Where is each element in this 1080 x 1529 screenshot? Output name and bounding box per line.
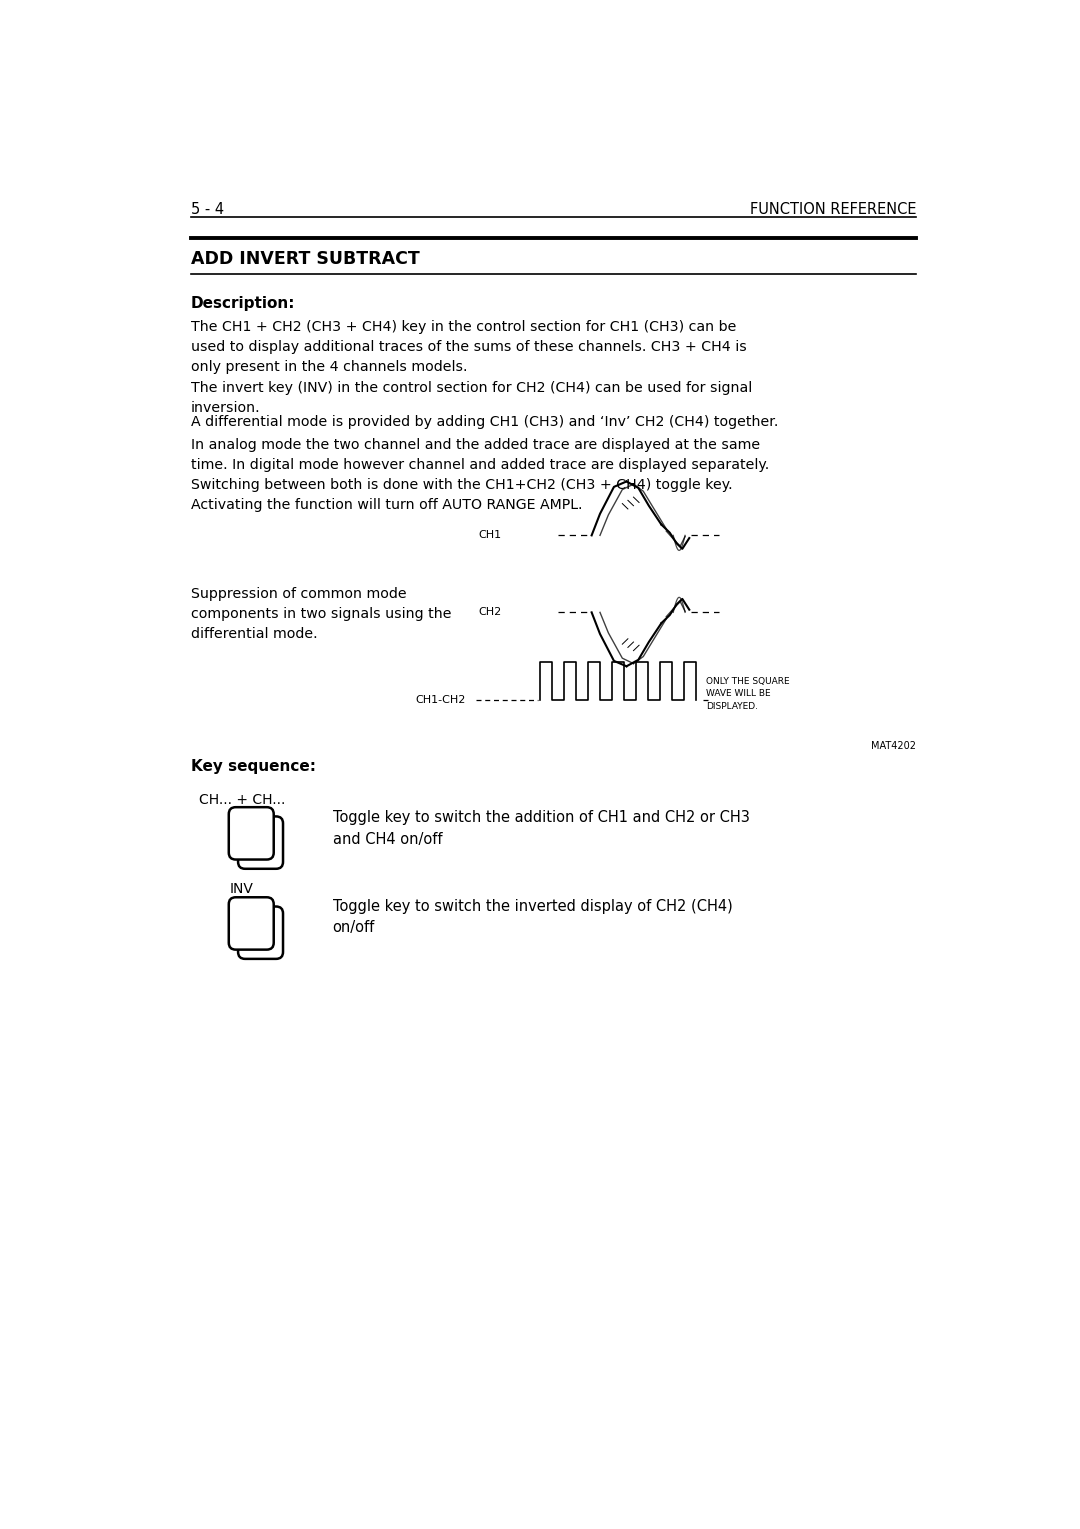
FancyBboxPatch shape [229, 898, 273, 950]
Text: Description:: Description: [191, 297, 295, 310]
Text: Toggle key to switch the inverted display of CH2 (CH4)
on/off: Toggle key to switch the inverted displa… [333, 899, 732, 936]
FancyBboxPatch shape [229, 807, 273, 859]
Text: A differential mode is provided by adding CH1 (CH3) and ‘Inv’ CH2 (CH4) together: A differential mode is provided by addin… [191, 416, 779, 430]
Text: The CH1 + CH2 (CH3 + CH4) key in the control section for CH1 (CH3) can be
used t: The CH1 + CH2 (CH3 + CH4) key in the con… [191, 320, 746, 375]
Text: CH1: CH1 [478, 531, 501, 540]
Text: The invert key (INV) in the control section for CH2 (CH4) can be used for signal: The invert key (INV) in the control sect… [191, 381, 752, 416]
Text: Suppression of common mode
components in two signals using the
differential mode: Suppression of common mode components in… [191, 587, 451, 641]
Text: INV: INV [230, 882, 254, 896]
Text: FUNCTION REFERENCE: FUNCTION REFERENCE [750, 202, 916, 217]
Text: Key sequence:: Key sequence: [191, 758, 315, 774]
Text: ONLY THE SQUARE
WAVE WILL BE
DISPLAYED.: ONLY THE SQUARE WAVE WILL BE DISPLAYED. [706, 677, 789, 711]
Text: CH2: CH2 [478, 607, 501, 618]
Text: 5 - 4: 5 - 4 [191, 202, 224, 217]
FancyBboxPatch shape [238, 907, 283, 959]
Text: Toggle key to switch the addition of CH1 and CH2 or CH3
and CH4 on/off: Toggle key to switch the addition of CH1… [333, 810, 750, 847]
Text: CH1-CH2: CH1-CH2 [416, 696, 465, 705]
Text: CH... + CH...: CH... + CH... [199, 792, 285, 807]
Text: In analog mode the two channel and the added trace are displayed at the same
tim: In analog mode the two channel and the a… [191, 439, 769, 512]
Text: MAT4202: MAT4202 [872, 742, 916, 751]
Text: ADD INVERT SUBTRACT: ADD INVERT SUBTRACT [191, 251, 419, 269]
FancyBboxPatch shape [238, 816, 283, 868]
